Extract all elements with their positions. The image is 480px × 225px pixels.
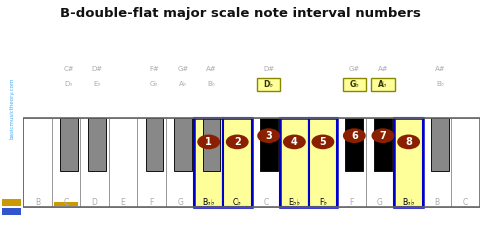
Bar — [260, 118, 277, 171]
Text: 3: 3 — [265, 131, 272, 141]
Bar — [431, 118, 449, 171]
Circle shape — [226, 135, 249, 149]
Text: B: B — [434, 198, 440, 207]
Bar — [337, 118, 366, 207]
Text: A#: A# — [206, 66, 217, 72]
Bar — [343, 78, 366, 91]
Bar — [309, 118, 337, 207]
Text: 2: 2 — [234, 137, 240, 147]
Text: basicmusictheory.com: basicmusictheory.com — [9, 77, 14, 139]
Bar — [60, 118, 78, 171]
Bar — [366, 118, 395, 207]
Text: F#: F# — [149, 66, 159, 72]
Bar — [108, 118, 137, 207]
Bar — [346, 118, 363, 171]
Text: E: E — [120, 198, 125, 207]
Text: D♭: D♭ — [64, 81, 73, 87]
Text: C: C — [463, 198, 468, 207]
Text: 5: 5 — [320, 137, 326, 147]
Text: G: G — [377, 198, 383, 207]
Bar — [280, 118, 337, 207]
Text: B: B — [35, 198, 40, 207]
Bar — [174, 118, 192, 171]
Circle shape — [197, 135, 220, 149]
Bar — [2, 199, 21, 206]
Text: G#: G# — [348, 66, 360, 72]
Bar — [23, 118, 51, 207]
Text: C♭: C♭ — [233, 198, 241, 207]
Text: F: F — [149, 198, 154, 207]
Text: F♭: F♭ — [319, 198, 327, 207]
Bar — [371, 78, 395, 91]
Bar — [80, 118, 108, 207]
Text: A#: A# — [378, 66, 388, 72]
Bar — [252, 118, 280, 207]
Text: G: G — [177, 198, 183, 207]
Text: A♭: A♭ — [179, 81, 187, 87]
Circle shape — [257, 128, 280, 143]
Bar — [203, 118, 220, 171]
Bar — [280, 118, 309, 207]
Circle shape — [343, 128, 366, 143]
Bar — [257, 78, 280, 91]
Bar — [223, 118, 252, 207]
Bar — [166, 118, 194, 207]
Text: 8: 8 — [405, 137, 412, 147]
Bar — [137, 118, 166, 207]
Bar — [88, 118, 106, 171]
Text: D#: D# — [263, 66, 274, 72]
Text: 7: 7 — [380, 131, 386, 141]
Text: C: C — [63, 198, 69, 207]
Text: G♭: G♭ — [349, 80, 359, 89]
Bar — [145, 118, 163, 171]
Bar — [54, 202, 78, 206]
Circle shape — [372, 128, 395, 143]
Bar — [194, 118, 252, 207]
Text: D: D — [92, 198, 97, 207]
Text: G♭: G♭ — [150, 81, 159, 87]
Text: 4: 4 — [291, 137, 298, 147]
Text: B♭♭: B♭♭ — [203, 198, 215, 207]
Text: E♭♭: E♭♭ — [288, 198, 300, 207]
Text: F: F — [349, 198, 354, 207]
Text: E♭: E♭ — [94, 81, 101, 87]
Text: 1: 1 — [205, 137, 212, 147]
Bar — [395, 118, 423, 207]
Circle shape — [312, 135, 335, 149]
Circle shape — [283, 135, 306, 149]
Text: B♭: B♭ — [436, 81, 444, 87]
Text: B♭♭: B♭♭ — [402, 198, 415, 207]
Bar — [2, 208, 21, 215]
Bar — [395, 118, 423, 207]
Bar — [374, 118, 392, 171]
Text: B-double-flat major scale note interval numbers: B-double-flat major scale note interval … — [60, 7, 420, 20]
Circle shape — [397, 135, 420, 149]
Text: B♭: B♭ — [207, 81, 216, 87]
Bar — [451, 118, 480, 207]
Text: A♭: A♭ — [378, 80, 388, 89]
Text: C#: C# — [63, 66, 74, 72]
Text: 6: 6 — [351, 131, 358, 141]
Bar — [23, 118, 480, 207]
Text: D#: D# — [92, 66, 103, 72]
Text: C: C — [263, 198, 268, 207]
Text: G#: G# — [177, 66, 189, 72]
Bar — [423, 118, 451, 207]
Bar — [194, 118, 223, 207]
Text: D♭: D♭ — [264, 80, 274, 89]
Text: A#: A# — [435, 66, 445, 72]
Bar — [51, 118, 80, 207]
